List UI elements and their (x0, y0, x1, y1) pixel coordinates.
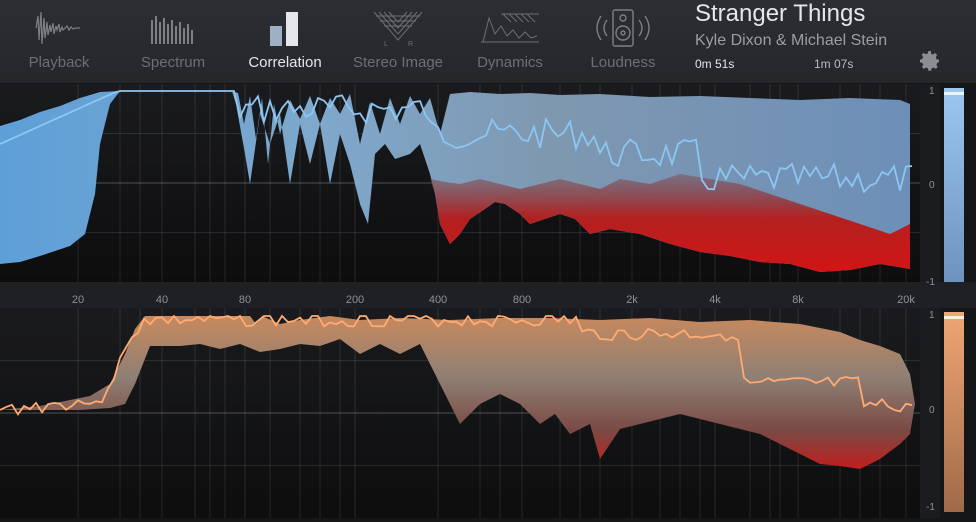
freq-label: 200 (345, 294, 365, 306)
top-correlation-line (0, 90, 913, 194)
freq-label: 40 (155, 294, 169, 306)
spectrum-bars-icon (151, 16, 193, 44)
bottom-scale-zero: 0 (929, 405, 935, 416)
bottom-orange-area (0, 316, 915, 469)
tab-label: Playback (28, 54, 90, 71)
correlation-bars-icon (270, 12, 298, 46)
tab-loudness[interactable]: Loudness (578, 0, 668, 83)
tab-label: Spectrum (140, 54, 206, 71)
top-correlation-meter (944, 88, 964, 282)
tab-spectrum[interactable]: Spectrum (128, 0, 218, 83)
bottom-scale-min: -1 (926, 502, 935, 513)
freq-label: 4k (709, 294, 721, 306)
speaker-icon (596, 9, 650, 47)
track-artist: Kyle Dixon & Michael Stein (695, 32, 888, 49)
top-toolbar: Playback Spectrum Correlation L R Stereo… (0, 0, 976, 84)
tab-label: Dynamics (477, 54, 543, 71)
freq-label: 20k (897, 294, 915, 306)
tab-label: Loudness (590, 54, 656, 71)
current-time: 0m 51s (695, 57, 735, 71)
bottom-scale-max: 1 (929, 310, 935, 321)
freq-label: 8k (792, 294, 804, 306)
correlation-display (0, 84, 976, 518)
dynamics-icon (481, 13, 539, 43)
gear-icon[interactable] (918, 49, 942, 73)
track-title: Stranger Things (695, 0, 866, 27)
tab-stereo-image[interactable]: L R Stereo Image (348, 0, 448, 83)
freq-label: 2k (626, 294, 638, 306)
stereo-image-icon: L R (373, 11, 423, 48)
waveform-icon (35, 11, 80, 45)
freq-label: 800 (512, 294, 532, 306)
tab-correlation[interactable]: Correlation (240, 0, 330, 83)
freq-label: 400 (428, 294, 448, 306)
tab-dynamics[interactable]: Dynamics (465, 0, 555, 83)
total-time: 1m 07s (814, 57, 854, 71)
top-scale-min: -1 (926, 277, 935, 288)
left-channel-letter: L (384, 41, 388, 48)
right-channel-letter: R (408, 41, 413, 48)
freq-label: 20 (71, 294, 85, 306)
top-scale-max: 1 (929, 86, 935, 97)
tab-label: Correlation (248, 54, 322, 71)
top-scale-zero: 0 (929, 180, 935, 191)
bottom-correlation-meter (944, 312, 964, 512)
tab-playback[interactable]: Playback (14, 0, 104, 83)
bottom-correlation-line (0, 314, 913, 416)
tab-label: Stereo Image (352, 54, 444, 71)
top-red-area (430, 174, 910, 272)
freq-label: 80 (238, 294, 252, 306)
